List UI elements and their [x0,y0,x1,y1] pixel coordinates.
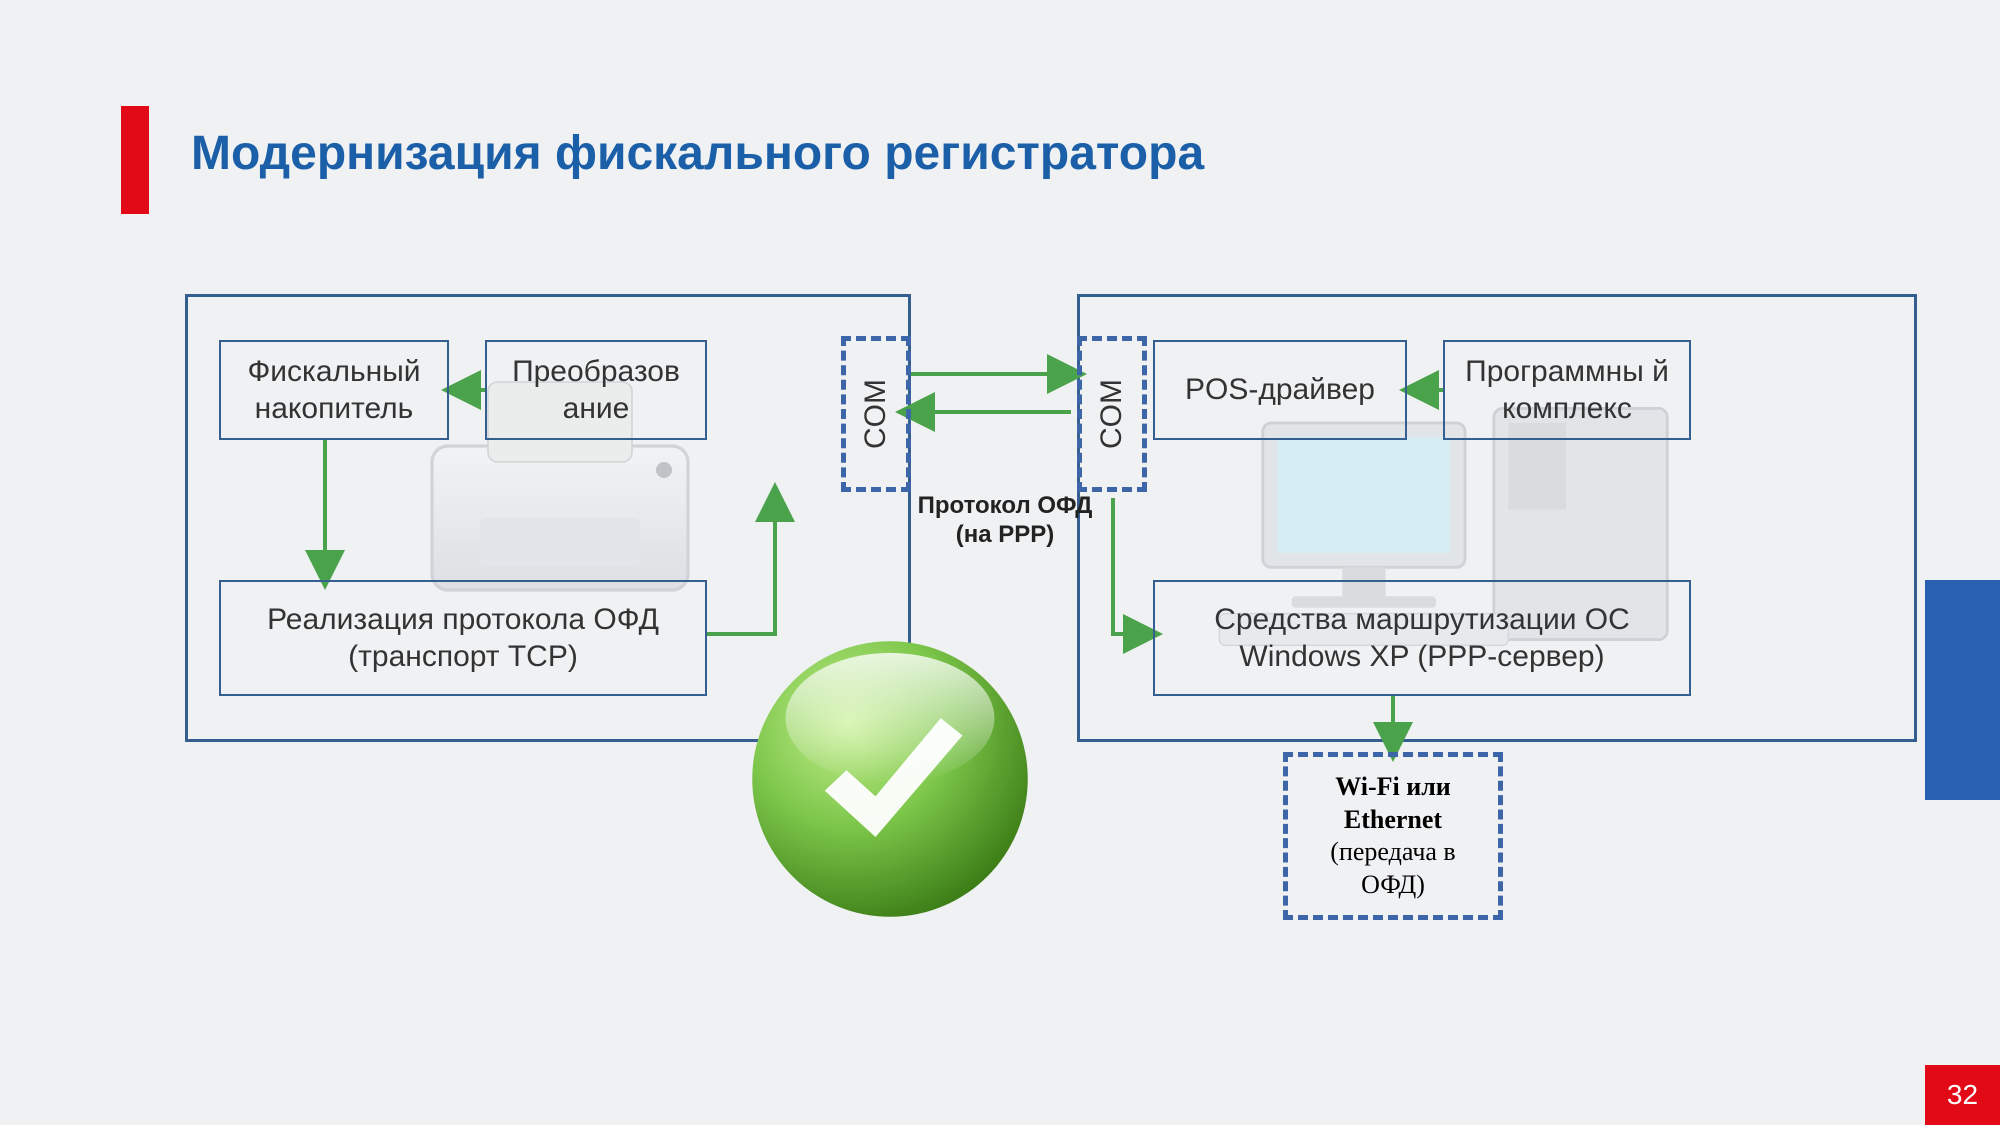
node-software: Программны й комплекс [1443,340,1691,440]
node-ofd: Реализация протокола ОФД (транспорт TCP) [219,580,707,696]
node-label-software: Программны й комплекс [1457,353,1677,428]
node-routing: Средства маршрутизации ОС Windows XP (PP… [1153,580,1691,696]
node-fiscal: Фискальный накопитель [219,340,449,440]
com-port-left: COM [841,336,911,492]
page-number: 32 [1925,1065,2000,1125]
node-posdrv: POS-драйвер [1153,340,1407,440]
node-label-convert: Преобразов ание [499,353,693,428]
check-badge-icon [745,634,1035,924]
com-port-right: COM [1077,336,1147,492]
page-title: Модернизация фискального регистратора [191,126,1204,181]
wifi-ethernet-label: Wi-Fi илиEthernet(передача вОФД) [1330,771,1455,901]
node-convert: Преобразов ание [485,340,707,440]
com-label-right: COM [1095,379,1129,449]
accent-bar-red [121,106,149,214]
node-label-routing: Средства маршрутизации ОС Windows XP (PP… [1167,601,1677,676]
diagram: Фискальный накопитель Преобразов ание Реал… [175,284,1935,1004]
com-label-left: COM [859,379,893,449]
node-label-fiscal: Фискальный накопитель [233,353,435,428]
protocol-label: Протокол ОФД (на PPP) [915,492,1095,550]
node-label-posdrv: POS-драйвер [1185,371,1375,409]
node-label-ofd: Реализация протокола ОФД (транспорт TCP) [233,601,693,676]
wifi-ethernet-box: Wi-Fi илиEthernet(передача вОФД) [1283,752,1503,920]
accent-tab-blue [1925,580,2000,800]
